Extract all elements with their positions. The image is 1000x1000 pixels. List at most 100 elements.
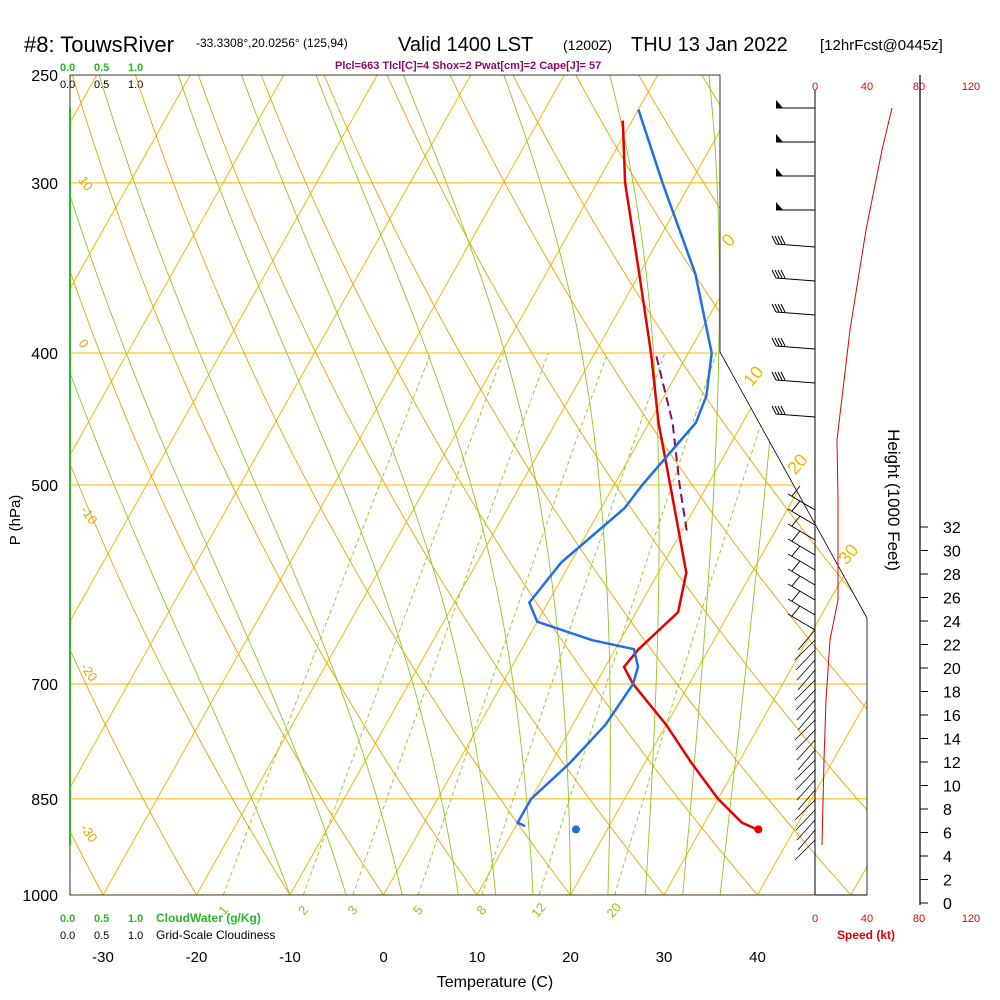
- wind-barb: [794, 719, 816, 741]
- wind-barb-feather: [771, 235, 777, 245]
- dry-adiabat-label: 10: [76, 173, 97, 193]
- wind-barb-feather: [791, 590, 801, 602]
- dry-adiabat-line: [749, 75, 867, 895]
- height-tick-label: 8: [943, 802, 952, 819]
- dry-adiabat-line: [70, 75, 404, 895]
- dry-adiabat-line: [70, 75, 120, 895]
- dry-adiabat-line: [70, 75, 214, 895]
- station-location: -33.3308°,20.0256° (125,94): [196, 36, 348, 50]
- mixing-ratio-line: [417, 352, 609, 895]
- mixing-ratio-line: [302, 352, 504, 895]
- wind-barb-feather: [780, 337, 786, 347]
- wind-barb-feather: [791, 560, 801, 572]
- wind-barb: [794, 759, 816, 781]
- temperature-tick-label: -20: [186, 949, 208, 966]
- dry-adiabat-line: [70, 75, 309, 895]
- dry-adiabat-line: [70, 75, 499, 895]
- cloudiness-tick: 0.0: [60, 930, 75, 942]
- isotherm-line: [70, 75, 285, 895]
- height-axis-label: Height (1000 Feet): [884, 429, 903, 571]
- wind-barb-feather: [771, 371, 777, 381]
- temperature-tick-label: 10: [469, 949, 486, 966]
- mixing-ratio-line: [481, 352, 666, 895]
- wind-barb-feather: [771, 269, 777, 279]
- y-axis-label: P (hPa): [7, 495, 24, 546]
- mixing-ratio-label: 3: [344, 903, 360, 918]
- wind-barb: [775, 243, 816, 248]
- moist-adiabat-line: [609, 75, 660, 895]
- cloudwater-tick: 0.0: [60, 62, 75, 74]
- pressure-tick-label: 300: [31, 176, 58, 193]
- wind-barb-feather: [777, 303, 783, 313]
- height-tick-label: 4: [943, 849, 952, 866]
- height-tick-label: 6: [943, 826, 952, 843]
- mixing-ratio-line: [614, 352, 785, 895]
- wind-barb-feather: [777, 371, 783, 381]
- cloudiness-tick: 0.0: [60, 79, 75, 91]
- height-tick-label: 20: [943, 661, 961, 678]
- wind-barb-feather: [791, 530, 801, 542]
- wind-barb: [795, 809, 816, 831]
- height-tick-label: 14: [943, 732, 961, 749]
- dewpoint-line: [516, 109, 713, 828]
- height-tick-label: 16: [943, 708, 961, 725]
- wind-barb-feather: [780, 303, 786, 313]
- dry-adiabat-line: [811, 75, 867, 895]
- wind-barb-feather: [780, 269, 786, 279]
- wind-barb: [775, 413, 816, 418]
- moist-adiabat-line: [98, 75, 403, 895]
- wind-barb-feather: [791, 515, 801, 527]
- mixing-ratio-line: [352, 352, 549, 895]
- wind-barb: [775, 311, 816, 316]
- moist-adiabat-line: [315, 75, 534, 895]
- speed-tick-label: 0: [812, 81, 818, 93]
- cloudiness-tick: 0.5: [94, 79, 109, 91]
- wind-barb: [775, 379, 816, 384]
- isotherm-label: 10: [739, 362, 767, 390]
- cloudiness-label: Grid-Scale Cloudiness: [156, 928, 275, 942]
- pressure-tick-label: 250: [31, 68, 58, 85]
- valid-time: Valid 1400 LST: [398, 34, 533, 56]
- cloudwater-tick: 1.0: [128, 913, 143, 925]
- wind-barb: [775, 345, 816, 350]
- dry-adiabat-line: [438, 75, 867, 895]
- mixing-ratio-line: [222, 352, 432, 895]
- speed-profile-line: [821, 107, 893, 846]
- wind-barb-feather: [791, 605, 801, 617]
- wind-barb-feather: [777, 405, 783, 415]
- isotherm-line: [70, 75, 191, 895]
- cloudiness-tick: 1.0: [128, 930, 143, 942]
- wind-barb-flag: [776, 134, 783, 142]
- mixing-ratio-label: 12: [528, 900, 549, 921]
- moist-adiabat-line: [70, 75, 347, 895]
- wind-barb: [797, 789, 816, 811]
- wind-barb: [797, 829, 816, 851]
- wind-barb-feather: [777, 269, 783, 279]
- speed-tick-label: 40: [861, 81, 873, 93]
- dry-adiabat-line: [313, 75, 867, 895]
- wind-barb: [787, 568, 816, 586]
- dry-adiabat-line: [375, 75, 867, 895]
- isotherm-line: [757, 75, 867, 895]
- cloudwater-scale-bottom: 0.0 0.5 1.0 CloudWater (g/Kg) 0.0 0.5 1.…: [60, 911, 275, 942]
- dry-adiabat-label: 0: [76, 336, 92, 351]
- wind-barb: [795, 769, 816, 791]
- x-axis-label: Temperature (C): [437, 974, 553, 991]
- wind-barb-feather: [780, 405, 786, 415]
- moist-adiabat-line: [241, 75, 497, 895]
- wind-barb-feather: [774, 405, 780, 415]
- pressure-tick-label: 850: [31, 792, 58, 809]
- temperature-line: [621, 120, 758, 831]
- wind-barb-feather: [791, 485, 801, 497]
- height-tick-label: 0: [943, 896, 952, 913]
- speed-tick-label: 80: [913, 913, 925, 925]
- temperature-tick-label: 30: [656, 949, 673, 966]
- cloudiness-tick: 1.0: [128, 79, 143, 91]
- background-lines: [0, 75, 867, 895]
- isotherm-line: [0, 75, 3, 895]
- mixing-ratio-label: 8: [473, 903, 489, 918]
- height-tick-label: 10: [943, 779, 961, 796]
